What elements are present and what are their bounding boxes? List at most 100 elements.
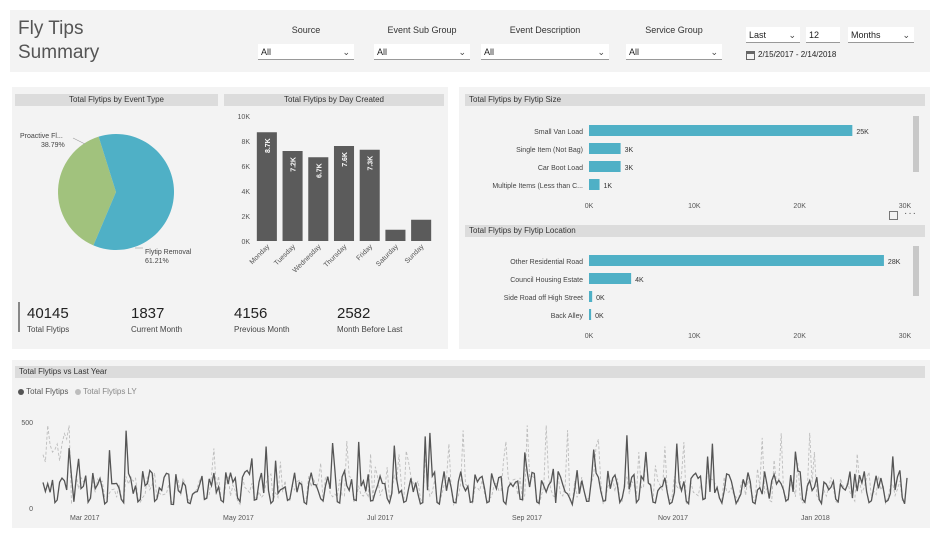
x-tick-label: Mar 2017: [70, 515, 100, 522]
size-bar-chart: Small Van Load 25K Single Item (Not Bag) 3K…: [492, 125, 912, 210]
pie-slice-proactive[interactable]: [57, 136, 116, 246]
bar-data-label: 0K: [596, 295, 605, 302]
slicer-label-event-description: Event Description: [509, 25, 581, 35]
bar-tuesday[interactable]: [282, 151, 303, 241]
series-line-total-flytips-ly[interactable]: [42, 425, 908, 507]
slicer-label-event-sub-group: Event Sub Group: [387, 25, 457, 35]
service-group-dropdown[interactable]: All ⌄: [626, 44, 722, 60]
source-dropdown[interactable]: All ⌄: [258, 44, 354, 60]
relative-period-dropdown[interactable]: Last ⌄: [746, 27, 800, 43]
pie-chart-title: Total Flytips by Event Type: [15, 94, 218, 106]
chevron-down-icon: ⌄: [710, 47, 718, 57]
slicer-label-source: Source: [291, 25, 321, 35]
page-title-line2: Summary: [18, 42, 100, 63]
legend-total-flytips-ly[interactable]: Total Flytips LY: [75, 387, 137, 396]
event-sub-group-dropdown[interactable]: All ⌄: [374, 44, 470, 60]
x-tick-label: Friday: [355, 243, 374, 262]
bar-saturday[interactable]: [385, 229, 406, 241]
bar-category-label: Multiple Items (Less than C...: [492, 183, 583, 190]
y-tick-label: 2K: [241, 214, 250, 221]
bar-data-label: 1K: [604, 183, 613, 190]
x-tick-label: Wednesday: [292, 243, 323, 274]
x-tick-label: 30K: [899, 203, 912, 210]
bar-monday[interactable]: [256, 132, 277, 241]
pie-label-proactive: Proactive Fl...: [20, 133, 63, 140]
x-tick-label: 0K: [585, 333, 594, 340]
bar[interactable]: [589, 179, 600, 190]
bar-sunday[interactable]: [411, 219, 432, 241]
bar-friday[interactable]: [359, 149, 380, 241]
y-tick-label: 4K: [241, 189, 250, 196]
bar-data-label: 8.7K: [265, 138, 272, 153]
bar-category-label: Car Boot Load: [538, 165, 583, 172]
bar-category-label: Single Item (Not Bag): [516, 147, 583, 154]
bar-category-label: Council Housing Estate: [510, 277, 583, 284]
bar[interactable]: [589, 161, 621, 172]
pie-value-flytip-removal: 61.21%: [145, 258, 169, 265]
bar-data-label: 7.3K: [368, 156, 375, 171]
bar-data-label: 6.7K: [316, 163, 323, 178]
period-count-value: 12: [809, 30, 820, 40]
bar-category-label: Back Alley: [551, 313, 584, 320]
y-tick-label: 8K: [241, 139, 250, 146]
bar-data-label: 0K: [595, 313, 604, 320]
period-unit-value: Months: [851, 30, 881, 40]
date-range-text[interactable]: 2/15/2017 - 2/14/2018: [758, 50, 837, 59]
chevron-down-icon: ⌄: [597, 47, 605, 57]
calendar-icon[interactable]: [746, 51, 755, 60]
period-unit-dropdown[interactable]: Months ⌄: [848, 27, 914, 43]
line-chart: 0 500 Mar 2017 May 2017 Jul 2017 Sep 2017 Nov …: [21, 420, 908, 522]
event-sub-group-value: All: [377, 47, 388, 57]
location-chart-title: Total Flytips by Flytip Location: [465, 225, 925, 237]
bar[interactable]: [589, 273, 632, 284]
bar[interactable]: [589, 309, 592, 320]
kpi-current-month-label: Current Month: [131, 325, 183, 334]
service-group-value: All: [629, 47, 640, 57]
y-tick-label: 500: [21, 420, 33, 427]
x-tick-label: Saturday: [375, 243, 400, 268]
legend-label: Total Flytips: [26, 387, 69, 396]
flytips-vs-last-year-panel: [12, 360, 930, 528]
event-description-dropdown[interactable]: All ⌄: [481, 44, 609, 60]
x-tick-label: Sunday: [404, 243, 426, 265]
bar-category-label: Side Road off High Street: [504, 295, 583, 302]
chevron-down-icon: ⌄: [458, 47, 466, 57]
source-value: All: [261, 47, 272, 57]
location-chart-scrollbar[interactable]: [913, 246, 919, 296]
focus-mode-icon[interactable]: [889, 211, 898, 220]
chevron-down-icon: ⌄: [902, 30, 910, 40]
chevron-down-icon: ⌄: [342, 47, 350, 57]
bar-wednesday[interactable]: [308, 157, 329, 241]
legend-total-flytips[interactable]: Total Flytips: [18, 387, 68, 396]
day-bar-chart: 0K 2K 4K 6K 8K 10K 8.7K Monday 7.2K Tuesday 6.7K We…: [238, 114, 432, 274]
series-line-total-flytips[interactable]: [42, 430, 908, 507]
bar[interactable]: [589, 291, 593, 302]
x-tick-label: 10K: [688, 333, 701, 340]
x-tick-label: Sep 2017: [512, 515, 542, 522]
bar[interactable]: [589, 143, 621, 154]
legend-dot-icon: [18, 388, 24, 395]
size-chart-scrollbar[interactable]: [913, 116, 919, 172]
x-tick-label: 30K: [899, 333, 912, 340]
bar-data-label: 28K: [888, 259, 901, 266]
bar-data-label: 7.6K: [342, 152, 349, 167]
page-title-line1: Fly Tips: [18, 18, 84, 39]
location-bar-chart: Other Residential Road 28K Council Housing…: [504, 255, 912, 340]
more-options-icon[interactable]: ···: [904, 208, 917, 219]
kpi-previous-month-label: Previous Month: [234, 325, 290, 334]
y-tick-label: 6K: [241, 164, 250, 171]
size-chart-title: Total Flytips by Flytip Size: [465, 94, 925, 106]
bar[interactable]: [589, 255, 884, 266]
bar-category-label: Small Van Load: [534, 129, 583, 136]
x-tick-label: Monday: [249, 243, 272, 266]
bar-thursday[interactable]: [333, 146, 355, 241]
bar[interactable]: [589, 125, 853, 136]
y-tick-label: 0: [29, 506, 33, 513]
kpi-total-flytips-value: 40145: [27, 305, 69, 322]
period-count-input[interactable]: 12: [806, 27, 840, 43]
x-tick-label: May 2017: [223, 515, 254, 522]
pie-slice-flytip-removal[interactable]: [93, 134, 174, 250]
kpi-previous-month-value: 4156: [234, 305, 268, 322]
relative-period-value: Last: [749, 30, 767, 40]
chevron-down-icon: ⌄: [788, 30, 796, 40]
